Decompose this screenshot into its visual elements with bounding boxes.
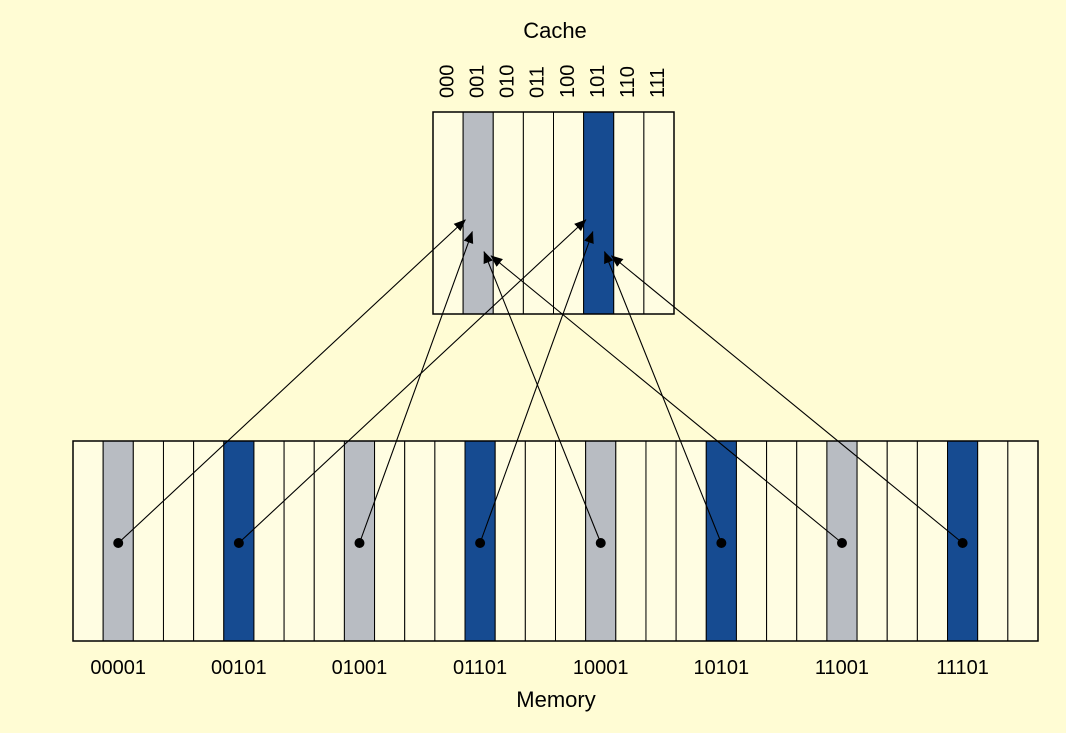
memory-address-label: 01101 bbox=[453, 657, 507, 679]
memory-slot-11000 bbox=[796, 440, 828, 642]
memory-slot-00010 bbox=[132, 440, 164, 642]
memory-slot-10010 bbox=[615, 440, 647, 642]
cache-block bbox=[432, 111, 675, 315]
memory-border bbox=[72, 440, 1039, 642]
cache-slot-000 bbox=[432, 111, 464, 315]
mapping-arrow-11101 bbox=[610, 255, 964, 544]
memory-slot-11010 bbox=[856, 440, 888, 642]
cache-index-label: 110 bbox=[617, 66, 639, 98]
mapping-origin-dot-11101 bbox=[957, 538, 968, 548]
cache-slot-101 bbox=[583, 111, 615, 315]
memory-slot-10100 bbox=[675, 440, 707, 642]
memory-block bbox=[72, 440, 1039, 642]
memory-slot-10110 bbox=[735, 440, 768, 642]
memory-address-label: 10001 bbox=[573, 657, 629, 679]
cache-index-label: 101 bbox=[587, 65, 609, 98]
memory-slot-11110 bbox=[977, 440, 1009, 642]
mapping-arrow-01101 bbox=[479, 231, 594, 544]
memory-slot-01000 bbox=[313, 440, 345, 642]
memory-slot-00100 bbox=[193, 440, 225, 642]
cache-slot-111 bbox=[643, 111, 675, 315]
memory-slot-01100 bbox=[434, 440, 466, 642]
cache-index-label: 100 bbox=[557, 65, 579, 98]
memory-address-label: 00001 bbox=[90, 657, 146, 679]
cache-title: Cache bbox=[523, 18, 587, 43]
memory-slot-10011 bbox=[645, 440, 677, 642]
cache-slot-011 bbox=[522, 111, 554, 315]
mapping-origin-dot-01101 bbox=[475, 538, 486, 548]
memory-slot-00110 bbox=[253, 440, 285, 642]
mapping-origin-dot-11001 bbox=[836, 538, 847, 548]
mapping-origin-dot-10001 bbox=[595, 538, 606, 548]
memory-slot-10000 bbox=[555, 440, 587, 642]
memory-slot-00000 bbox=[72, 440, 104, 642]
cache-border bbox=[432, 111, 675, 315]
cache-slot-100 bbox=[553, 111, 585, 315]
memory-slot-10111 bbox=[766, 440, 798, 642]
memory-slot-00111 bbox=[283, 440, 315, 642]
memory-title: Memory bbox=[516, 687, 595, 712]
mapping-origin-dot-00001 bbox=[113, 538, 124, 548]
memory-address-label: 00101 bbox=[211, 657, 267, 679]
memory-slot-01010 bbox=[374, 440, 406, 642]
cache-index-label: 001 bbox=[466, 65, 488, 98]
mapping-origin-dot-00101 bbox=[233, 538, 244, 548]
memory-address-label: 01001 bbox=[332, 657, 388, 679]
cache-index-label: 010 bbox=[497, 65, 519, 98]
memory-slot-00011 bbox=[162, 440, 195, 642]
cache-slot-001 bbox=[462, 111, 494, 315]
mapping-arrow-10101 bbox=[604, 251, 722, 544]
memory-slot-01110 bbox=[494, 440, 526, 642]
memory-slot-11111 bbox=[1007, 440, 1039, 642]
cache-index-label: 000 bbox=[436, 65, 458, 98]
mapping-arrow-10001 bbox=[483, 251, 602, 544]
cache-slot-110 bbox=[613, 111, 645, 315]
memory-address-label: 11001 bbox=[815, 657, 869, 679]
mapping-arrow-11001 bbox=[490, 255, 843, 544]
memory-slot-01111 bbox=[524, 440, 556, 642]
mapping-arrow-01001 bbox=[358, 231, 474, 544]
mapping-origin-dot-01001 bbox=[354, 538, 365, 548]
mapping-arrow-00001 bbox=[117, 219, 466, 544]
memory-address-label: 10101 bbox=[694, 657, 750, 679]
cache-slot-010 bbox=[492, 111, 524, 315]
memory-slot-11100 bbox=[916, 440, 949, 642]
memory-address-labels: 00001 00101 01001 01101 10001 10101 11001 11101 bbox=[90, 657, 989, 679]
cache-index-label: 111 bbox=[647, 68, 669, 98]
mapping-arrows bbox=[117, 219, 964, 544]
cache-index-labels: 000 001 010 011 100 101 110 111 bbox=[436, 65, 669, 98]
mapping-arrow-00101 bbox=[238, 219, 587, 544]
memory-slot-11011 bbox=[886, 440, 918, 642]
mapping-origin-dot-10101 bbox=[716, 538, 727, 548]
cache-index-label: 011 bbox=[527, 66, 549, 98]
memory-address-label: 11101 bbox=[936, 657, 989, 679]
memory-slot-01011 bbox=[404, 440, 436, 642]
mapping-origins bbox=[113, 538, 968, 548]
